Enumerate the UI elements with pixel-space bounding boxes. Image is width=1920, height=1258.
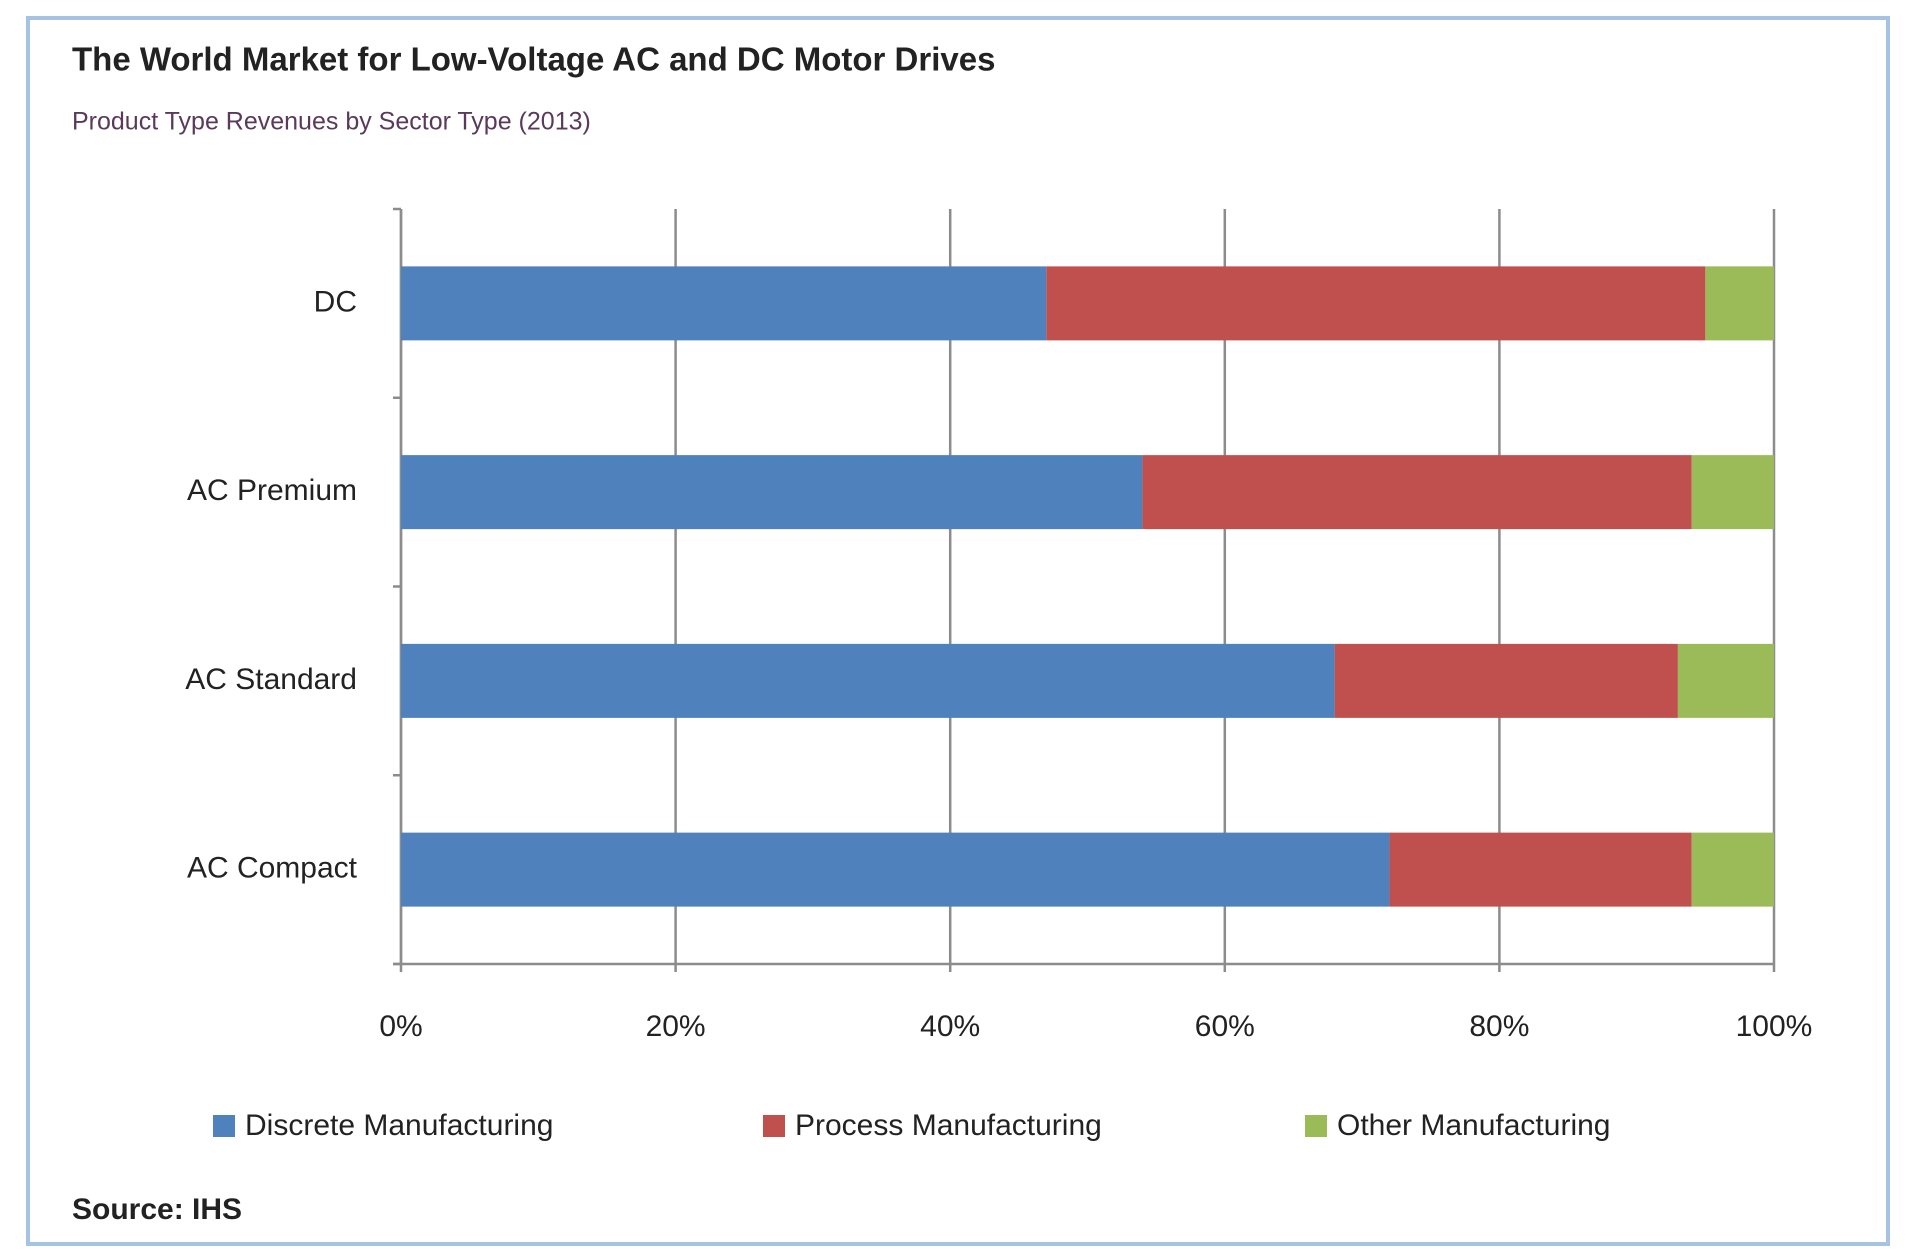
bar-segment <box>1705 266 1774 341</box>
bar-segment <box>1142 455 1692 530</box>
bar-segment <box>1046 266 1706 341</box>
chart-title: The World Market for Low-Voltage AC and … <box>72 41 995 78</box>
x-tick-label: 80% <box>1469 1010 1529 1043</box>
y-tick-label: AC Premium <box>187 474 357 507</box>
chart-frame <box>26 16 1890 1246</box>
bar-segment <box>401 832 1390 907</box>
source-note: Source: IHS <box>72 1193 242 1226</box>
bar-segment <box>401 455 1143 530</box>
y-tick-label: AC Standard <box>185 663 357 696</box>
y-tick-label: DC <box>314 285 357 318</box>
chart-subtitle: Product Type Revenues by Sector Type (20… <box>72 108 591 136</box>
legend-swatch <box>763 1115 785 1137</box>
legend-label: Other Manufacturing <box>1337 1109 1610 1142</box>
bar-segment <box>1389 832 1692 907</box>
bar-segment <box>1691 832 1774 907</box>
bar-segment <box>401 643 1335 718</box>
legend-label: Discrete Manufacturing <box>245 1109 553 1142</box>
bar-segment <box>1677 643 1774 718</box>
bar-segment <box>1691 455 1774 530</box>
bar-segment <box>1334 643 1678 718</box>
x-tick-label: 0% <box>379 1010 422 1043</box>
x-tick-label: 100% <box>1736 1010 1813 1043</box>
x-tick-label: 20% <box>646 1010 706 1043</box>
bar-segment <box>401 266 1047 341</box>
legend-swatch <box>213 1115 235 1137</box>
y-tick-label: AC Compact <box>187 852 358 885</box>
x-tick-label: 40% <box>920 1010 980 1043</box>
x-tick-label: 60% <box>1195 1010 1255 1043</box>
legend-swatch <box>1305 1115 1327 1137</box>
legend-label: Process Manufacturing <box>795 1109 1102 1142</box>
